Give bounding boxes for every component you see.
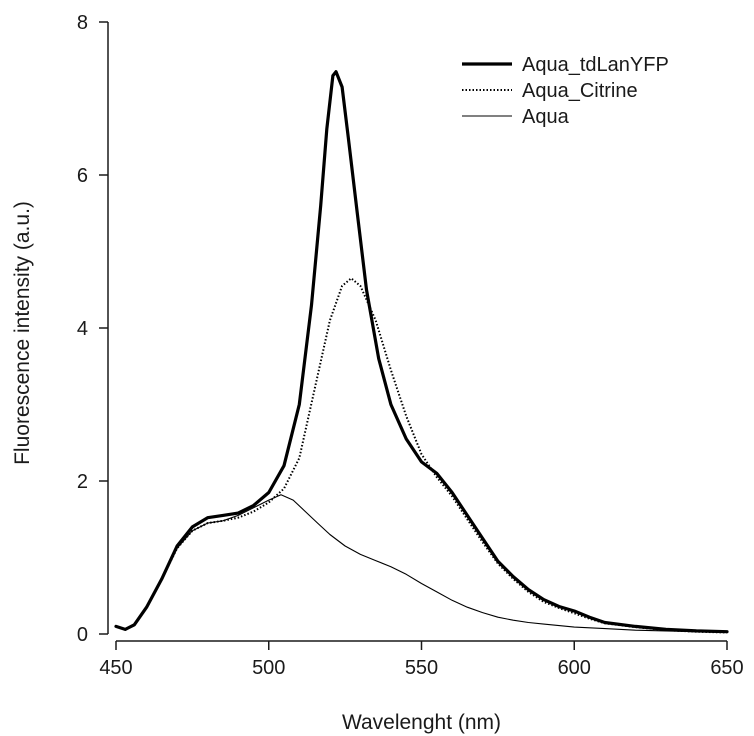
x-ticks: 450 500 550 600 650 <box>99 641 744 679</box>
axes <box>107 22 727 642</box>
x-tick-label: 550 <box>405 657 438 679</box>
y-tick-label: 4 <box>77 318 88 340</box>
y-axis-title: Fluorescence intensity (a.u.) <box>11 201 34 465</box>
x-tick-label: 600 <box>558 657 591 679</box>
y-tick-label: 6 <box>77 165 88 187</box>
series-line-aqua-tdlanyfp <box>114 70 729 634</box>
y-tick-label: 8 <box>77 12 88 34</box>
series-line-aqua <box>115 494 728 634</box>
x-tick-label: 650 <box>710 657 743 679</box>
x-axis-title: Wavelenght (nm) <box>342 711 501 734</box>
x-tick-label: 450 <box>99 657 132 679</box>
legend-label: Aqua_tdLanYFP <box>522 54 669 76</box>
legend-label: Aqua <box>522 106 570 128</box>
y-ticks: 0 2 4 6 8 <box>77 12 108 646</box>
y-tick-label: 2 <box>77 471 88 493</box>
series-layer <box>114 70 729 634</box>
series-line-aqua-citrine <box>115 277 728 634</box>
legend: Aqua_tdLanYFP Aqua_Citrine Aqua <box>462 54 669 128</box>
legend-label: Aqua_Citrine <box>522 80 638 102</box>
x-tick-label: 500 <box>252 657 285 679</box>
y-tick-label: 0 <box>77 624 88 646</box>
